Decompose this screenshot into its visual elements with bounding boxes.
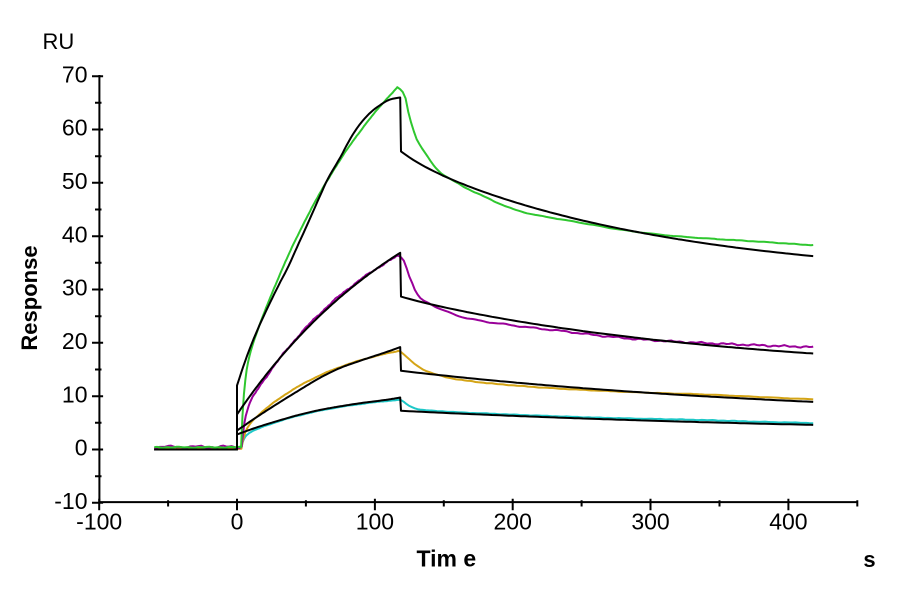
svg-text:RU: RU bbox=[43, 29, 75, 54]
svg-text:400: 400 bbox=[769, 509, 807, 535]
svg-text:10: 10 bbox=[62, 381, 88, 407]
svg-text:Tim e: Tim e bbox=[416, 546, 476, 572]
svg-text:0: 0 bbox=[75, 435, 88, 461]
svg-text:s: s bbox=[863, 547, 875, 572]
svg-text:70: 70 bbox=[62, 61, 88, 87]
svg-text:-100: -100 bbox=[76, 509, 122, 535]
svg-text:200: 200 bbox=[494, 509, 532, 535]
svg-text:300: 300 bbox=[631, 509, 669, 535]
svg-text:20: 20 bbox=[62, 328, 88, 354]
svg-text:-10: -10 bbox=[54, 488, 87, 514]
svg-text:100: 100 bbox=[356, 509, 394, 535]
svg-text:60: 60 bbox=[62, 115, 88, 141]
svg-text:Response: Response bbox=[17, 245, 42, 350]
svg-text:0: 0 bbox=[231, 509, 244, 535]
svg-text:30: 30 bbox=[62, 275, 88, 301]
svg-text:40: 40 bbox=[62, 221, 88, 247]
svg-text:50: 50 bbox=[62, 168, 88, 194]
